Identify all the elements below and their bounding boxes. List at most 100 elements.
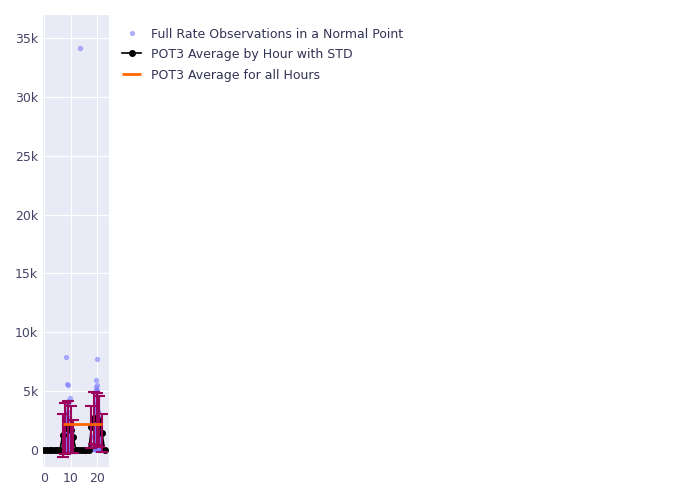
Full Rate Observations in a Normal Point bbox=[62, 412, 73, 420]
Full Rate Observations in a Normal Point bbox=[92, 439, 104, 447]
Full Rate Observations in a Normal Point bbox=[63, 442, 74, 450]
Full Rate Observations in a Normal Point bbox=[59, 437, 70, 445]
Full Rate Observations in a Normal Point bbox=[91, 423, 102, 431]
Full Rate Observations in a Normal Point bbox=[63, 382, 74, 390]
Full Rate Observations in a Normal Point bbox=[91, 444, 102, 452]
POT3 Average by Hour with STD bbox=[71, 446, 80, 452]
Full Rate Observations in a Normal Point bbox=[64, 440, 75, 448]
Full Rate Observations in a Normal Point bbox=[60, 429, 71, 437]
Full Rate Observations in a Normal Point bbox=[60, 442, 71, 450]
Full Rate Observations in a Normal Point bbox=[94, 438, 105, 446]
Full Rate Observations in a Normal Point bbox=[63, 423, 74, 431]
Full Rate Observations in a Normal Point bbox=[91, 406, 102, 414]
Full Rate Observations in a Normal Point bbox=[90, 426, 101, 434]
Full Rate Observations in a Normal Point bbox=[61, 440, 72, 448]
Full Rate Observations in a Normal Point bbox=[92, 429, 104, 437]
Full Rate Observations in a Normal Point bbox=[62, 441, 73, 449]
Full Rate Observations in a Normal Point bbox=[61, 441, 72, 449]
Full Rate Observations in a Normal Point bbox=[62, 426, 74, 434]
Full Rate Observations in a Normal Point bbox=[61, 444, 72, 452]
Full Rate Observations in a Normal Point bbox=[90, 407, 101, 415]
Full Rate Observations in a Normal Point bbox=[62, 430, 73, 438]
POT3 Average by Hour with STD bbox=[79, 446, 88, 452]
Full Rate Observations in a Normal Point bbox=[92, 430, 104, 438]
Full Rate Observations in a Normal Point bbox=[89, 444, 100, 452]
Full Rate Observations in a Normal Point bbox=[60, 436, 71, 444]
Full Rate Observations in a Normal Point bbox=[92, 436, 103, 444]
Full Rate Observations in a Normal Point bbox=[90, 440, 101, 448]
Full Rate Observations in a Normal Point bbox=[59, 411, 70, 419]
Full Rate Observations in a Normal Point bbox=[61, 442, 72, 450]
Full Rate Observations in a Normal Point bbox=[60, 440, 71, 448]
Full Rate Observations in a Normal Point bbox=[61, 440, 72, 448]
Full Rate Observations in a Normal Point bbox=[94, 430, 105, 438]
Full Rate Observations in a Normal Point bbox=[91, 404, 102, 411]
Full Rate Observations in a Normal Point bbox=[92, 442, 103, 450]
Full Rate Observations in a Normal Point bbox=[89, 442, 100, 450]
Full Rate Observations in a Normal Point bbox=[92, 445, 104, 453]
Full Rate Observations in a Normal Point bbox=[92, 432, 104, 440]
Full Rate Observations in a Normal Point bbox=[62, 380, 73, 388]
POT3 Average by Hour with STD bbox=[56, 446, 64, 452]
Full Rate Observations in a Normal Point bbox=[91, 440, 102, 448]
Full Rate Observations in a Normal Point bbox=[90, 442, 101, 450]
Full Rate Observations in a Normal Point bbox=[60, 435, 71, 443]
Full Rate Observations in a Normal Point bbox=[64, 440, 75, 448]
Full Rate Observations in a Normal Point bbox=[92, 436, 103, 444]
Full Rate Observations in a Normal Point bbox=[92, 442, 103, 450]
Full Rate Observations in a Normal Point bbox=[61, 433, 72, 441]
Full Rate Observations in a Normal Point bbox=[92, 424, 104, 432]
Full Rate Observations in a Normal Point bbox=[91, 396, 102, 404]
Full Rate Observations in a Normal Point bbox=[62, 444, 74, 452]
Full Rate Observations in a Normal Point bbox=[92, 418, 103, 426]
Full Rate Observations in a Normal Point bbox=[61, 442, 72, 450]
Full Rate Observations in a Normal Point bbox=[92, 434, 103, 442]
Full Rate Observations in a Normal Point bbox=[61, 436, 72, 444]
Full Rate Observations in a Normal Point bbox=[92, 419, 104, 427]
Full Rate Observations in a Normal Point bbox=[92, 436, 103, 444]
Full Rate Observations in a Normal Point bbox=[62, 438, 73, 446]
Full Rate Observations in a Normal Point bbox=[92, 426, 104, 434]
Full Rate Observations in a Normal Point bbox=[60, 437, 71, 445]
Full Rate Observations in a Normal Point bbox=[60, 436, 71, 444]
Full Rate Observations in a Normal Point bbox=[62, 434, 73, 442]
Full Rate Observations in a Normal Point bbox=[90, 445, 101, 453]
Full Rate Observations in a Normal Point bbox=[63, 415, 74, 423]
Full Rate Observations in a Normal Point bbox=[60, 441, 71, 449]
Full Rate Observations in a Normal Point bbox=[61, 439, 72, 447]
Full Rate Observations in a Normal Point bbox=[62, 444, 73, 452]
Full Rate Observations in a Normal Point bbox=[60, 443, 71, 451]
Full Rate Observations in a Normal Point bbox=[90, 446, 101, 454]
Full Rate Observations in a Normal Point bbox=[91, 419, 102, 427]
Full Rate Observations in a Normal Point bbox=[62, 428, 73, 436]
Full Rate Observations in a Normal Point bbox=[60, 445, 71, 453]
Full Rate Observations in a Normal Point bbox=[61, 440, 72, 448]
Full Rate Observations in a Normal Point bbox=[91, 445, 102, 453]
Full Rate Observations in a Normal Point bbox=[62, 427, 73, 435]
Full Rate Observations in a Normal Point bbox=[92, 439, 104, 447]
Full Rate Observations in a Normal Point bbox=[93, 444, 104, 452]
Full Rate Observations in a Normal Point bbox=[90, 440, 101, 448]
Full Rate Observations in a Normal Point bbox=[60, 444, 71, 452]
Full Rate Observations in a Normal Point bbox=[61, 440, 72, 448]
Full Rate Observations in a Normal Point bbox=[92, 424, 103, 432]
Full Rate Observations in a Normal Point bbox=[60, 444, 71, 452]
Full Rate Observations in a Normal Point bbox=[91, 424, 102, 432]
Full Rate Observations in a Normal Point bbox=[60, 442, 71, 450]
Full Rate Observations in a Normal Point bbox=[61, 442, 72, 450]
Full Rate Observations in a Normal Point bbox=[92, 431, 104, 439]
Full Rate Observations in a Normal Point bbox=[88, 444, 99, 452]
Full Rate Observations in a Normal Point bbox=[62, 441, 74, 449]
Full Rate Observations in a Normal Point bbox=[62, 420, 73, 428]
Full Rate Observations in a Normal Point bbox=[94, 442, 106, 450]
Full Rate Observations in a Normal Point bbox=[92, 434, 104, 442]
POT3 Average by Hour with STD bbox=[69, 434, 77, 440]
Full Rate Observations in a Normal Point bbox=[94, 438, 105, 446]
Full Rate Observations in a Normal Point bbox=[92, 429, 104, 437]
Full Rate Observations in a Normal Point bbox=[92, 425, 104, 433]
Full Rate Observations in a Normal Point bbox=[59, 444, 70, 452]
Full Rate Observations in a Normal Point bbox=[90, 444, 101, 452]
Full Rate Observations in a Normal Point bbox=[62, 432, 73, 440]
Full Rate Observations in a Normal Point bbox=[60, 445, 71, 453]
Full Rate Observations in a Normal Point bbox=[92, 436, 104, 444]
